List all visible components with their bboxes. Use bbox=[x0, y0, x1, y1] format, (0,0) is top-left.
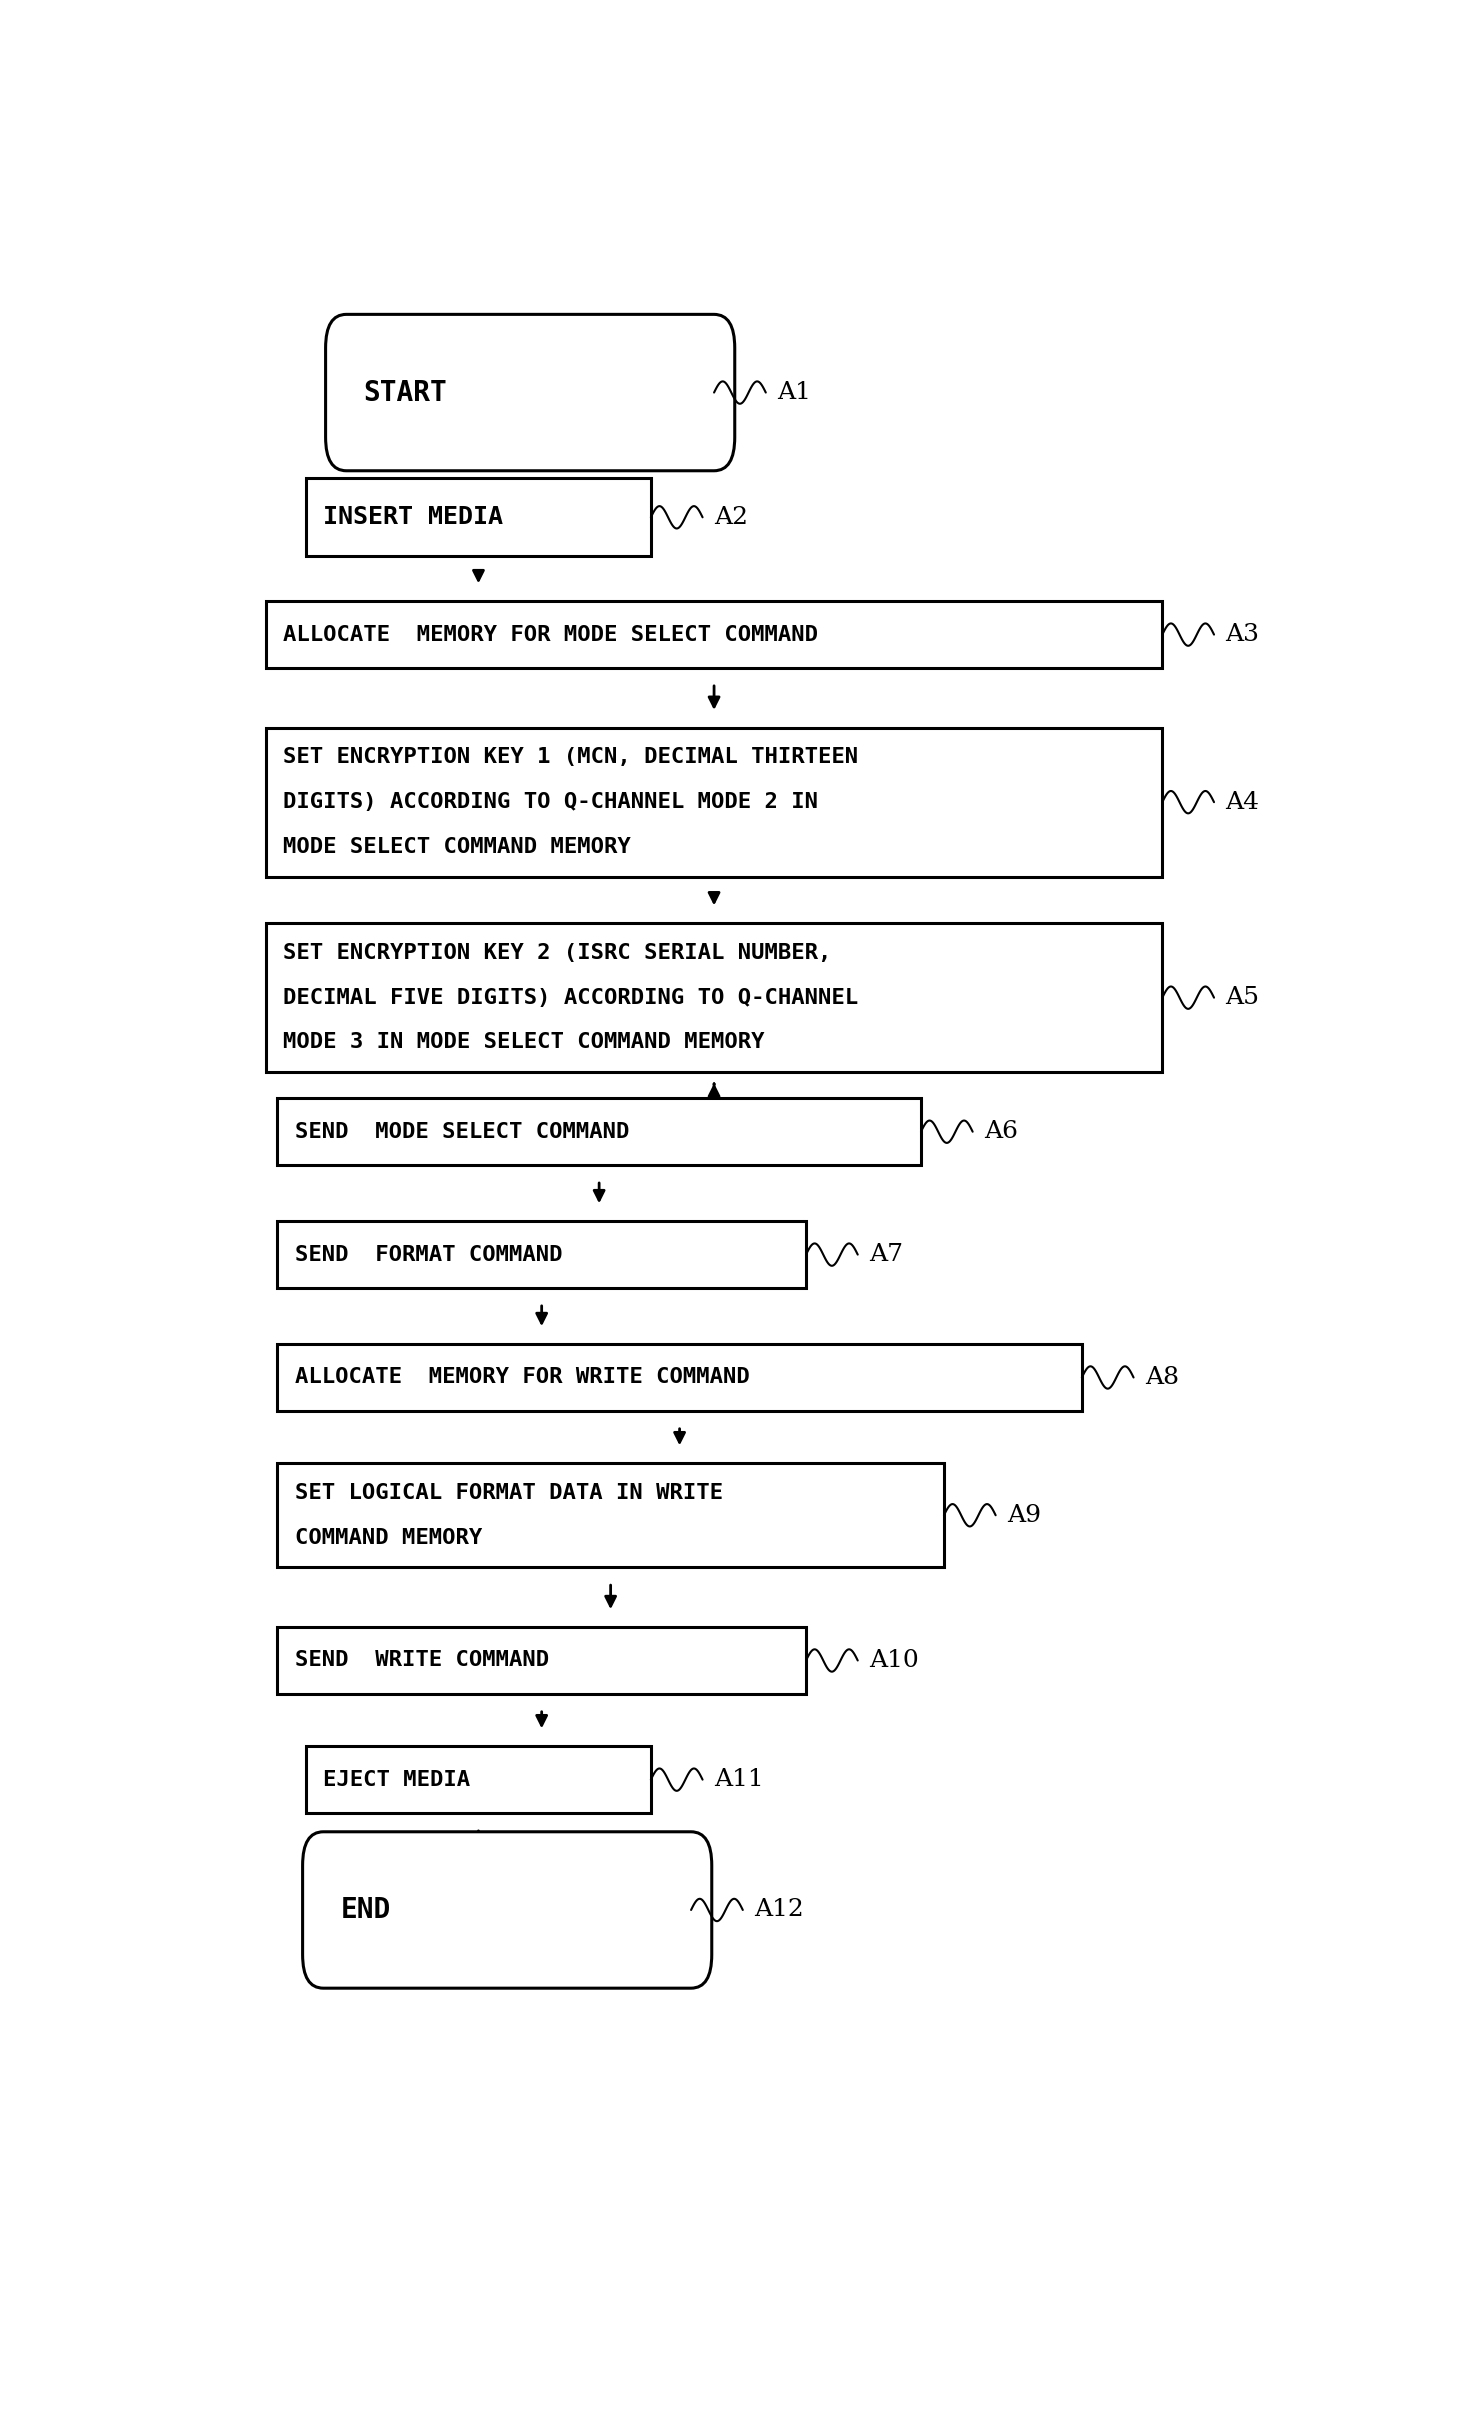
Bar bbox=[277, 1344, 1083, 1412]
Bar bbox=[265, 924, 1163, 1071]
Text: A7: A7 bbox=[869, 1243, 903, 1267]
Text: SEND  WRITE COMMAND: SEND WRITE COMMAND bbox=[295, 1651, 549, 1671]
Text: A5: A5 bbox=[1225, 987, 1259, 1008]
Text: ALLOCATE  MEMORY FOR MODE SELECT COMMAND: ALLOCATE MEMORY FOR MODE SELECT COMMAND bbox=[283, 624, 819, 646]
Text: A3: A3 bbox=[1225, 624, 1259, 646]
Text: ALLOCATE  MEMORY FOR WRITE COMMAND: ALLOCATE MEMORY FOR WRITE COMMAND bbox=[295, 1369, 749, 1388]
Text: A1: A1 bbox=[777, 382, 811, 404]
Text: SET ENCRYPTION KEY 2 (ISRC SERIAL NUMBER,: SET ENCRYPTION KEY 2 (ISRC SERIAL NUMBER… bbox=[283, 943, 832, 962]
Text: A9: A9 bbox=[1007, 1504, 1041, 1526]
Text: SET LOGICAL FORMAT DATA IN WRITE: SET LOGICAL FORMAT DATA IN WRITE bbox=[295, 1482, 722, 1504]
Bar bbox=[277, 1221, 807, 1289]
Text: A2: A2 bbox=[715, 505, 747, 530]
FancyBboxPatch shape bbox=[303, 1833, 712, 1988]
Text: SEND  FORMAT COMMAND: SEND FORMAT COMMAND bbox=[295, 1245, 562, 1265]
Text: SEND  MODE SELECT COMMAND: SEND MODE SELECT COMMAND bbox=[295, 1122, 629, 1141]
Text: INSERT MEDIA: INSERT MEDIA bbox=[323, 505, 503, 530]
Bar bbox=[277, 1098, 921, 1165]
Text: MODE SELECT COMMAND MEMORY: MODE SELECT COMMAND MEMORY bbox=[283, 837, 630, 856]
Text: DECIMAL FIVE DIGITS) ACCORDING TO Q-CHANNEL: DECIMAL FIVE DIGITS) ACCORDING TO Q-CHAN… bbox=[283, 987, 859, 1008]
Text: START: START bbox=[363, 380, 448, 406]
Text: A10: A10 bbox=[869, 1649, 919, 1671]
Text: MODE 3 IN MODE SELECT COMMAND MEMORY: MODE 3 IN MODE SELECT COMMAND MEMORY bbox=[283, 1032, 765, 1052]
Bar bbox=[265, 602, 1163, 667]
Text: SET ENCRYPTION KEY 1 (MCN, DECIMAL THIRTEEN: SET ENCRYPTION KEY 1 (MCN, DECIMAL THIRT… bbox=[283, 747, 859, 767]
FancyBboxPatch shape bbox=[326, 314, 734, 472]
Bar bbox=[305, 479, 651, 556]
Text: A6: A6 bbox=[985, 1120, 1019, 1144]
Text: COMMAND MEMORY: COMMAND MEMORY bbox=[295, 1528, 482, 1548]
Text: DIGITS) ACCORDING TO Q-CHANNEL MODE 2 IN: DIGITS) ACCORDING TO Q-CHANNEL MODE 2 IN bbox=[283, 793, 819, 812]
Text: A12: A12 bbox=[755, 1898, 804, 1922]
Bar bbox=[277, 1463, 943, 1567]
Text: A4: A4 bbox=[1225, 791, 1259, 815]
Text: A11: A11 bbox=[715, 1768, 764, 1792]
Text: A8: A8 bbox=[1145, 1366, 1179, 1388]
Bar bbox=[277, 1627, 807, 1695]
Bar bbox=[305, 1746, 651, 1814]
Text: EJECT MEDIA: EJECT MEDIA bbox=[323, 1770, 470, 1789]
Text: END: END bbox=[341, 1896, 392, 1925]
Bar bbox=[265, 728, 1163, 878]
